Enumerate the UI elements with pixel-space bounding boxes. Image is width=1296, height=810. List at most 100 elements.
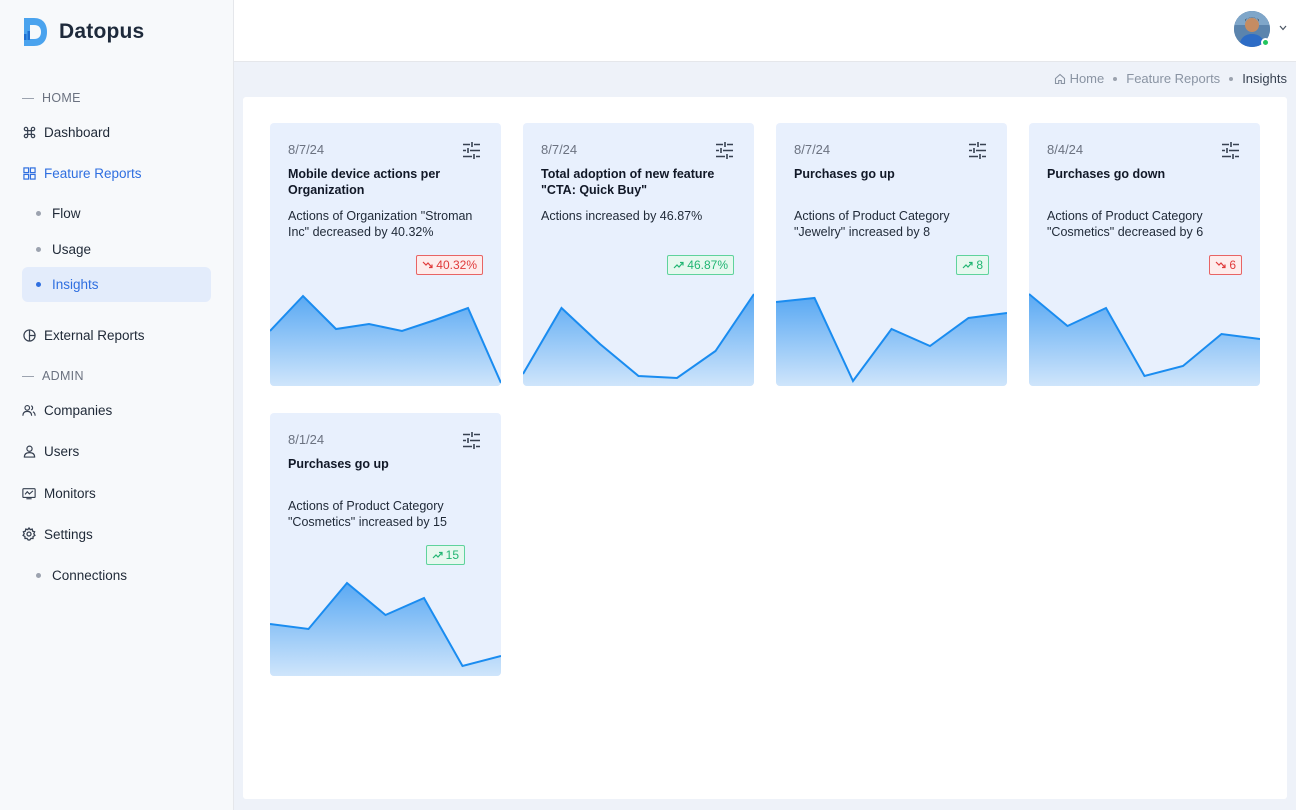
trend-badge: 8 <box>956 255 989 275</box>
sidebar-subitem-flow[interactable]: Flow <box>22 196 211 231</box>
sidebar-item-label: Users <box>44 443 80 459</box>
breadcrumb-feature-reports[interactable]: Feature Reports <box>1126 71 1221 86</box>
sidebar-subitem-usage[interactable]: Usage <box>22 232 211 267</box>
sidebar-item-users[interactable]: Users <box>22 434 211 468</box>
online-status-indicator <box>1261 38 1270 47</box>
insight-card[interactable]: 8/1/24 Purchases go up Actions of Product … <box>270 413 501 676</box>
breadcrumb: Home Feature Reports Insights <box>1054 71 1287 86</box>
sparkline-line <box>776 296 1007 383</box>
sidebar-subitem-insights[interactable]: Insights <box>22 267 211 302</box>
bullet-icon <box>36 211 41 216</box>
insight-card[interactable]: 8/7/24 Total adoption of new feature "CTA… <box>523 123 754 386</box>
sparkline-line <box>270 581 501 668</box>
sidebar-item-label: External Reports <box>44 327 145 343</box>
chevron-down-icon[interactable] <box>1279 23 1287 34</box>
insight-title: Purchases go down <box>1047 167 1166 181</box>
sparkline-line <box>1029 293 1260 378</box>
trend-badge-value: 8 <box>976 258 983 272</box>
trend-badge-value: 6 <box>1229 258 1236 272</box>
sidebar-item-monitors[interactable]: Monitors <box>22 476 211 510</box>
sidebar-subitem-label: Insights <box>52 277 99 292</box>
insight-card[interactable]: 8/7/24 Mobile device actions per Organiza… <box>270 123 501 386</box>
grid-icon <box>22 166 36 180</box>
sidebar-subitem-connections[interactable]: Connections <box>22 558 211 593</box>
trend-badge: 15 <box>425 545 465 565</box>
insight-card[interactable]: 8/4/24 Purchases go down Actions of Produc… <box>1029 123 1260 386</box>
insight-title: Purchases go up <box>794 167 895 181</box>
sparkline-line <box>523 293 754 380</box>
insight-title: Purchases go up <box>288 457 389 471</box>
sidebar-item-label: Feature Reports <box>44 165 142 181</box>
sidebar-item-external-reports[interactable]: External Reports <box>22 318 211 352</box>
insight-date: 8/1/24 <box>288 432 325 447</box>
insight-description: Actions of Product Category "Jewelry" in… <box>794 209 950 239</box>
users-group-icon <box>22 403 36 417</box>
insight-date: 8/7/24 <box>541 142 578 157</box>
home-icon <box>1054 73 1066 85</box>
insight-title: Mobile device actions per Organization <box>288 167 441 197</box>
insight-date: 8/7/24 <box>794 142 831 157</box>
sparkline-chart <box>523 293 754 386</box>
sparkline-chart <box>776 296 1007 386</box>
trend-down-icon <box>1215 261 1226 269</box>
sparkline-area <box>1029 294 1260 386</box>
trend-badge: 6 <box>1209 255 1242 275</box>
trend-badge: 46.87% <box>667 255 734 275</box>
tune-icon[interactable] <box>715 141 734 160</box>
sidebar-subitem-label: Usage <box>52 242 92 257</box>
sparkline-area <box>523 294 754 386</box>
datopus-logo-icon <box>22 17 48 47</box>
top-header <box>234 0 1296 62</box>
insight-title: Total adoption of new feature "CTA: Quic… <box>541 167 715 197</box>
sidebar-subitem-label: Connections <box>52 568 128 583</box>
section-home: HOME <box>22 91 81 105</box>
sidebar-item-settings[interactable]: Settings <box>22 517 211 551</box>
breadcrumb-home[interactable]: Home <box>1069 71 1105 86</box>
app-logo[interactable]: Datopus <box>22 16 144 48</box>
sidebar-item-label: Dashboard <box>44 124 111 140</box>
sidebar-item-companies[interactable]: Companies <box>22 393 211 427</box>
tune-icon[interactable] <box>1221 141 1240 160</box>
trend-badge: 40.32% <box>416 255 483 275</box>
trend-up-icon <box>673 261 684 269</box>
sparkline-chart <box>270 581 501 676</box>
sidebar-item-label: Monitors <box>44 485 96 501</box>
insight-card[interactable]: 8/7/24 Purchases go up Actions of Product … <box>776 123 1007 386</box>
trend-badge-value: 46.87% <box>687 258 728 272</box>
insight-description: Actions of Organization "Stroman Inc" de… <box>288 209 473 239</box>
trend-up-icon <box>962 261 973 269</box>
bullet-icon <box>36 247 41 252</box>
insight-description: Actions of Product Category "Cosmetics" … <box>1047 209 1204 239</box>
sidebar-item-feature-reports[interactable]: Feature Reports <box>22 156 211 190</box>
insight-date: 8/7/24 <box>288 142 325 157</box>
sidebar-item-dashboard[interactable]: Dashboard <box>22 115 211 149</box>
tune-icon[interactable] <box>968 141 987 160</box>
sparkline-line <box>270 294 501 384</box>
pie-chart-icon <box>22 328 36 342</box>
breadcrumb-separator <box>1113 76 1118 81</box>
tune-icon[interactable] <box>462 431 481 450</box>
sidebar-item-label: Settings <box>44 526 93 542</box>
breadcrumb-separator <box>1229 76 1234 81</box>
sparkline-area <box>270 296 501 386</box>
app-name: Datopus <box>59 20 145 43</box>
bullet-icon <box>36 282 41 287</box>
sidebar-item-label: Companies <box>44 402 113 418</box>
trend-down-icon <box>422 261 433 269</box>
trend-badge-value: 15 <box>445 548 459 562</box>
command-icon <box>22 125 36 139</box>
insight-description: Actions of Product Category "Cosmetics" … <box>288 499 447 529</box>
trend-up-icon <box>432 551 443 559</box>
sparkline-chart <box>1029 293 1260 386</box>
user-icon <box>22 444 36 458</box>
sidebar: Datopus HOME Dashboard Feature Reports F… <box>0 0 234 810</box>
insight-date: 8/4/24 <box>1047 142 1084 157</box>
sparkline-area <box>776 298 1007 386</box>
breadcrumb-current: Insights <box>1242 71 1287 86</box>
insights-panel: 8/7/24 Mobile device actions per Organiza… <box>243 97 1287 799</box>
sparkline-chart <box>270 294 501 386</box>
gear-icon <box>22 527 36 541</box>
section-home-label: HOME <box>42 91 81 105</box>
tune-icon[interactable] <box>462 141 481 160</box>
sidebar-subitem-label: Flow <box>52 206 81 221</box>
